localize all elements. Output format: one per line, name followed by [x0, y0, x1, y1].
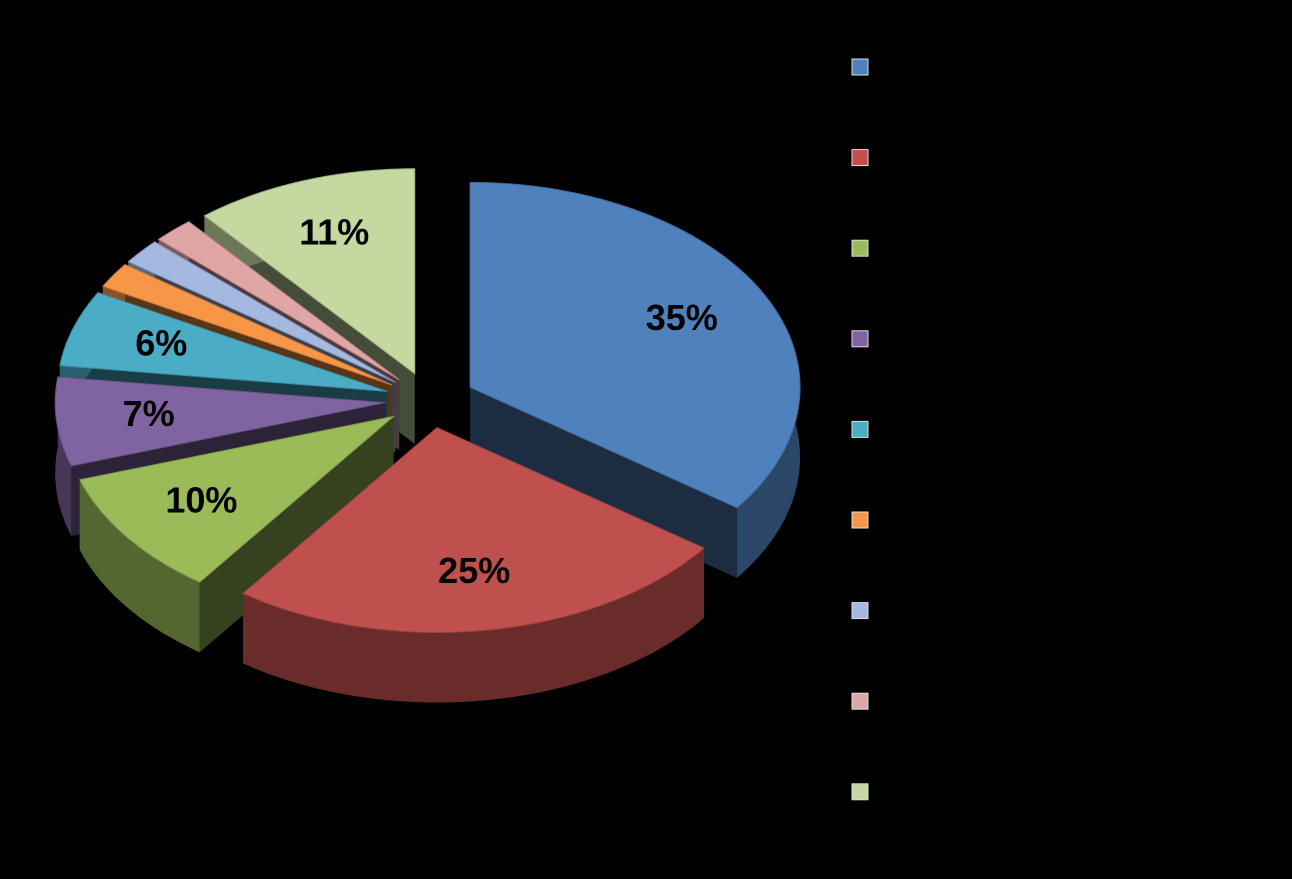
data-label: 35%: [646, 297, 718, 338]
slice-wall: [470, 387, 738, 578]
data-label: 11%: [299, 211, 369, 252]
slice: [59, 292, 388, 392]
data-label: 25%: [438, 550, 510, 591]
slice: [203, 168, 416, 375]
legend-swatch: [851, 511, 869, 529]
slice: [127, 241, 396, 383]
legend-swatch: [851, 149, 869, 167]
legend-swatch: [851, 692, 869, 710]
legend-swatch: [851, 239, 869, 257]
data-label: 6%: [135, 322, 187, 363]
slice: [469, 181, 801, 509]
legend-swatch: [851, 330, 869, 348]
legend-swatch: [851, 783, 869, 801]
legend-swatch: [851, 58, 869, 76]
data-label: 10%: [165, 480, 237, 521]
slice-wall: [79, 479, 200, 653]
slice: [157, 221, 400, 381]
pie-labels: 11% 35% 6% 7% 10% 25%: [123, 211, 718, 590]
legend-swatch: [851, 602, 869, 620]
legend-swatch: [851, 420, 869, 438]
slice-wall: [55, 376, 72, 536]
slice: [101, 263, 393, 386]
pie-tops: [54, 168, 801, 634]
slice: [54, 376, 386, 467]
slice-wall: [243, 548, 705, 703]
data-label: 7%: [123, 393, 175, 434]
slice: [242, 426, 705, 634]
slice: [78, 415, 396, 583]
legend: [851, 58, 869, 801]
